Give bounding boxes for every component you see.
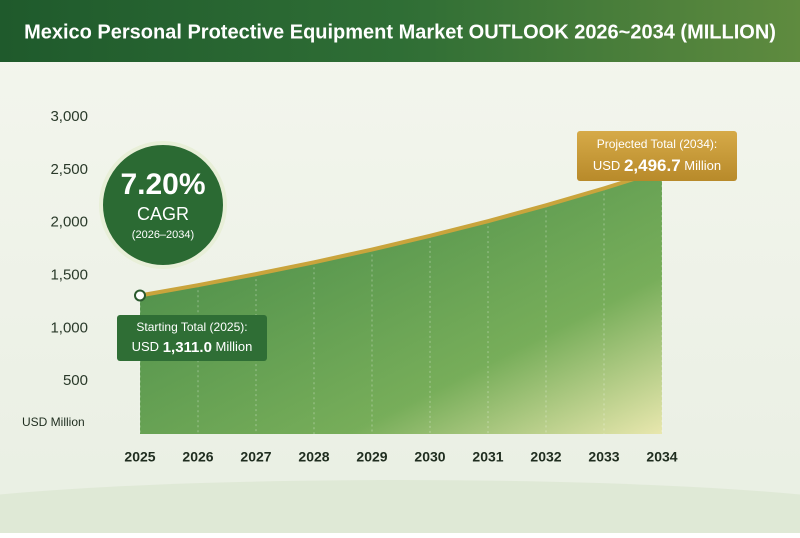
unit: Million [684,158,721,173]
cagr-label: CAGR [137,204,189,224]
x-tick-label: 2026 [182,449,213,465]
plot: 500 1,000 1,500 2,000 2,500 3,000 2025 2026 2027… [50,108,677,465]
y-axis-label: USD Million [22,415,85,429]
start-annotation-box [117,315,267,361]
end-annotation-box [577,131,737,181]
start-annotation-title: Starting Total (2025): [136,320,247,334]
y-tick-label: 3,000 [50,108,88,125]
end-annotation-value: USD 2,496.7 Million [593,156,721,175]
y-tick-label: 1,500 [50,266,88,283]
unit: Million [216,339,253,354]
decoration [0,480,800,538]
x-tick-label: 2028 [298,449,329,465]
start-annotation-value: USD 1,311.0 Million [132,339,253,356]
point [134,289,146,302]
x-tick-label: 2034 [646,449,677,465]
x-tick-label: 2033 [588,449,619,465]
x-tick-label: 2031 [472,449,503,465]
title-banner [0,0,800,62]
cagr-period: (2026–2034) [132,229,194,241]
y-tick-label: 2,000 [50,214,88,231]
area [140,170,662,434]
unit: USD [132,339,159,354]
x-tick-label: 2030 [414,449,445,465]
x-tick-label: 2027 [240,449,271,465]
cagr-value: 7.20% [120,168,205,201]
unit: USD [593,158,620,173]
chart-title: Mexico Personal Protective Equipment Mar… [24,21,776,43]
x-tick-label: 2025 [124,449,155,465]
y-tick-label: 1,000 [50,319,88,336]
value-label: 1,311.0 [163,339,212,356]
y-tick-label: 2,500 [50,161,88,178]
x-tick-label: 2032 [530,449,561,465]
x-tick-label: 2029 [356,449,387,465]
y-tick-label: 500 [63,372,88,389]
line [138,168,664,298]
value-label: 2,496.7 [624,156,681,175]
cagr-badge [99,141,227,269]
end-annotation-title: Projected Total (2034): [597,137,718,151]
